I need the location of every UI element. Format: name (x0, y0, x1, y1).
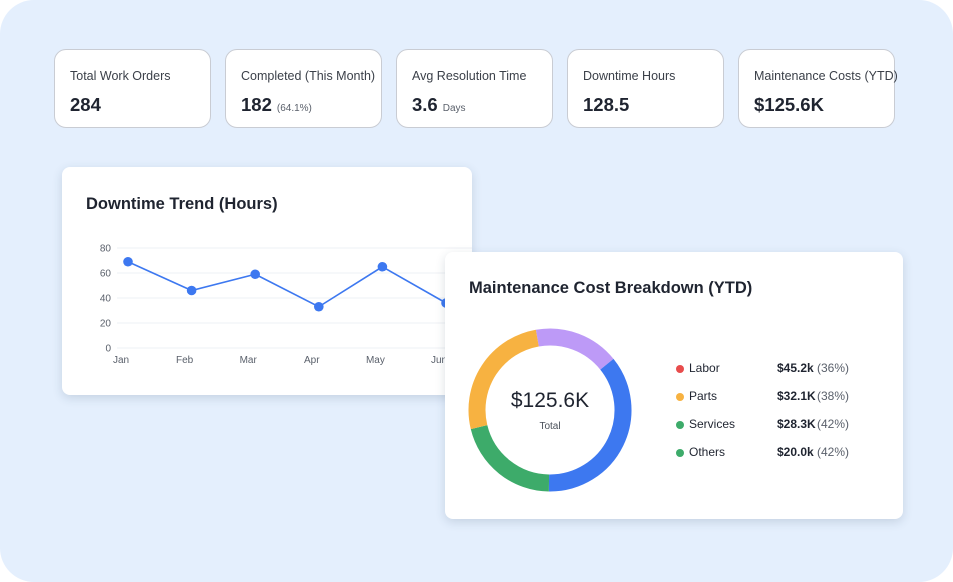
series-line (127, 261, 447, 308)
x-tick-label: Jun (431, 355, 447, 366)
legend-label: Parts (689, 389, 718, 403)
data-point (250, 269, 260, 280)
x-tick-label: May (366, 355, 385, 366)
cost-breakdown-card: Maintenance Cost Breakdown (YTD) $125.6K… (445, 252, 903, 519)
legend-item-parts: Parts $32.1K (38%) (676, 388, 876, 416)
kpi-value-row: 128.5 (583, 94, 629, 116)
kpi-label: Total Work Orders (70, 69, 171, 83)
cost-donut-chart: $125.6K Total (468, 328, 632, 492)
donut-slice (548, 358, 632, 492)
legend-value: $20.0k (777, 445, 814, 459)
kpi-card-downtime-hours[interactable]: Downtime Hours 128.5 (567, 49, 724, 128)
kpi-suffix: (64.1%) (276, 103, 312, 114)
donut-slice (535, 328, 614, 370)
kpi-label: Avg Resolution Time (412, 69, 527, 83)
legend-value: $45.2k (777, 361, 814, 375)
legend-percent: (42%) (817, 445, 850, 459)
downtime-trend-chart: 0 20 40 60 80 Jan Feb Mar Apr May Jun (100, 244, 472, 366)
x-tick-label: Feb (176, 355, 194, 366)
legend-value: $28.3K (777, 417, 816, 431)
legend-percent: (36%) (817, 361, 850, 375)
kpi-value-row: $125.6K (754, 94, 824, 116)
legend-dot (676, 365, 684, 373)
donut-center-label: Total (539, 421, 560, 432)
kpi-card-avg-resolution-time[interactable]: Avg Resolution Time 3.6 Days (396, 49, 553, 128)
legend-item-others: Others $20.0k (42%) (676, 444, 876, 472)
legend-label: Services (689, 417, 736, 431)
legend-item-services: Services $28.3K (42%) (676, 416, 876, 444)
donut-slice (470, 424, 550, 492)
y-tick-label: 80 (100, 244, 112, 255)
downtime-trend-card: Downtime Trend (Hours) 0 20 40 60 80 Jan Feb Ma… (62, 167, 472, 395)
kpi-value: 128.5 (583, 94, 630, 115)
kpi-card-completed[interactable]: Completed (This Month) 182 (64.1%) (225, 49, 382, 128)
kpi-card-total-work-orders[interactable]: Total Work Orders 284 (54, 49, 211, 128)
y-tick-label: 40 (100, 294, 112, 305)
data-point (186, 285, 197, 296)
cost-breakdown-title: Maintenance Cost Breakdown (YTD) (469, 279, 753, 297)
legend-dot (676, 393, 684, 401)
x-tick-label: Jan (113, 355, 129, 366)
legend-value: $32.1K (777, 389, 816, 403)
legend-label: Labor (689, 361, 720, 375)
kpi-value-row: 284 (70, 94, 101, 116)
legend-dot (676, 421, 684, 429)
legend-percent: (38%) (817, 389, 850, 403)
kpi-value: $125.6K (754, 94, 824, 115)
kpi-suffix: Days (442, 103, 466, 114)
kpi-value-row: 3.6 Days (412, 94, 466, 116)
kpi-value: 182 (241, 94, 272, 115)
x-tick-label: Apr (304, 355, 320, 366)
donut-slice (468, 329, 540, 430)
y-tick-label: 60 (100, 269, 112, 280)
cost-legend: Labor $45.2k (36%) Parts $32.1K (38%) Se… (676, 360, 876, 472)
y-tick-label: 20 (100, 319, 112, 330)
data-point (123, 256, 133, 267)
kpi-value: 3.6 (412, 94, 438, 115)
data-point (377, 261, 388, 272)
data-point (314, 301, 324, 312)
kpi-label: Completed (This Month) (241, 69, 376, 83)
kpi-card-maintenance-costs[interactable]: Maintenance Costs (YTD) $125.6K (738, 49, 898, 128)
kpi-value: 284 (70, 94, 101, 115)
y-tick-label: 0 (105, 344, 111, 355)
kpi-value-row: 182 (64.1%) (241, 94, 312, 116)
x-tick-label: Mar (240, 355, 258, 366)
downtime-trend-title: Downtime Trend (Hours) (86, 195, 278, 213)
legend-item-labor: Labor $45.2k (36%) (676, 360, 876, 388)
legend-percent: (42%) (817, 417, 850, 431)
kpi-label: Maintenance Costs (YTD) (754, 69, 898, 83)
kpi-label: Downtime Hours (583, 69, 676, 83)
donut-center-value: $125.6K (511, 389, 589, 412)
legend-dot (676, 449, 684, 457)
legend-label: Others (689, 445, 726, 459)
